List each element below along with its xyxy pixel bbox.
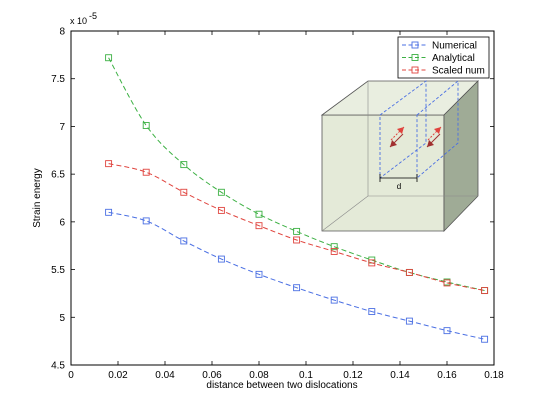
inset-dislocation-arrows-2 [426, 126, 442, 148]
data-point-analytical [330, 243, 338, 251]
data-point-scaled-num [255, 222, 263, 230]
x-tick-label: 0.04 [155, 370, 175, 381]
y-exponent-power: -5 [89, 11, 97, 21]
x-axis-ticks: 0 0.02 0.04 0.06 0.08 0.1 0.12 0.14 0.16 0.18 [68, 31, 504, 381]
y-tick-label: 6.5 [51, 170, 65, 181]
inset-dislocation-arrows-1 [389, 126, 405, 148]
legend-marker [411, 54, 419, 61]
x-tick-label: 0.02 [108, 370, 128, 381]
data-point-numerical [405, 317, 413, 325]
y-axis-label: Strain energy [32, 168, 43, 227]
data-point-numerical [105, 208, 113, 216]
data-point-numerical [180, 237, 188, 245]
series-line-scaled-num [108, 163, 485, 292]
legend-marker [411, 41, 419, 49]
data-point-numerical [142, 217, 150, 225]
y-exponent-label: x 10 -5 [70, 11, 97, 26]
x-tick-label: 0.16 [437, 370, 457, 381]
legend-entry-numerical: Numerical [402, 41, 477, 52]
data-point-scaled-num [443, 279, 451, 287]
x-tick-label: 0.08 [249, 370, 269, 381]
legend-label: Numerical [432, 41, 477, 52]
legend-label: Scaled num [432, 66, 485, 77]
y-tick-label: 7.5 [51, 74, 65, 85]
inset-slip-plane-2 [416, 80, 459, 179]
data-point-numerical [255, 270, 263, 278]
y-axis-ticks: 4.5 5 5.5 6 6.5 7 7.5 8 [51, 27, 494, 372]
data-point-numerical [330, 296, 338, 304]
data-point-numerical [217, 255, 225, 263]
data-point-scaled-num [142, 168, 150, 176]
series-scaled-num [105, 160, 489, 295]
data-point-scaled-num [405, 268, 413, 276]
x-tick-label: 0.1 [299, 370, 313, 381]
x-tick-label: 0 [68, 370, 74, 381]
data-point-analytical [142, 122, 150, 129]
y-tick-label: 7 [59, 122, 65, 133]
legend-label: Analytical [432, 53, 475, 64]
y-exponent-base: x 10 [70, 16, 87, 26]
x-axis-label: distance between two dislocations [206, 380, 357, 391]
legend-box [397, 36, 490, 79]
y-tick-label: 6 [59, 217, 65, 228]
data-point-scaled-num [105, 160, 113, 168]
data-point-scaled-num [217, 206, 225, 214]
data-point-analytical [293, 227, 301, 235]
series-layer [105, 54, 489, 343]
data-point-analytical [217, 188, 225, 196]
y-tick-label: 5 [59, 313, 65, 324]
data-point-numerical [368, 308, 376, 316]
data-point-numerical [481, 335, 489, 343]
series-numerical [105, 208, 489, 343]
inset-crystal-illustration: d [320, 80, 479, 232]
data-point-numerical [293, 284, 301, 292]
data-point-analytical [255, 210, 263, 218]
legend-entry-scaled-num: Scaled num [402, 66, 485, 77]
data-point-numerical [443, 327, 451, 335]
inset-distance-label: d [397, 182, 401, 191]
x-tick-label: 0.18 [484, 370, 504, 381]
inset-box-front [321, 114, 445, 232]
y-tick-label: 8 [59, 27, 65, 38]
legend-entry-analytical: Analytical [402, 53, 475, 64]
y-tick-label: 5.5 [51, 265, 65, 276]
data-point-scaled-num [368, 259, 376, 267]
data-point-scaled-num [180, 188, 188, 196]
series-line-numerical [108, 211, 485, 340]
y-tick-label: 4.5 [51, 361, 65, 372]
data-point-scaled-num [330, 247, 338, 255]
data-point-analytical [180, 161, 188, 169]
data-point-analytical [105, 54, 113, 62]
x-tick-label: 0.12 [343, 370, 363, 381]
x-tick-label: 0.06 [202, 370, 222, 381]
data-point-scaled-num [293, 236, 301, 244]
x-tick-label: 0.14 [390, 370, 410, 381]
data-point-scaled-num [481, 287, 489, 295]
inset-distance-marker: d [379, 174, 418, 191]
inset-hidden-edge-3 [321, 195, 369, 232]
legend-marker [411, 66, 419, 74]
